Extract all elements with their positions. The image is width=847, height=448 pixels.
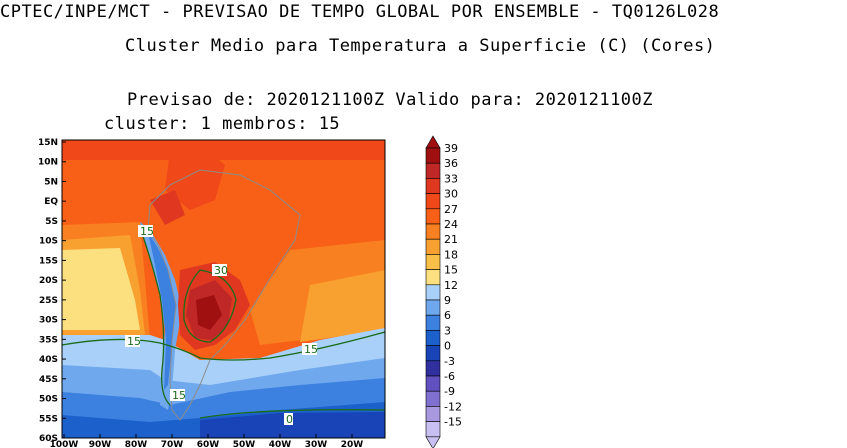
colorbar-swatch: [425, 284, 441, 301]
temperature-map: 15 15 15 15 30 0 15N 10N 5N EQ 5S 10S 15S 20S 25…: [38, 138, 386, 448]
colorbar-label: 6: [444, 309, 451, 322]
colorbar-label: 18: [444, 248, 458, 261]
colorbar-swatch: [425, 345, 441, 362]
colorbar-label: 9: [444, 294, 451, 307]
map-frame: [61, 139, 386, 439]
longitude-label: 20W: [341, 440, 364, 448]
colorbar-swatch: [425, 390, 441, 407]
longitude-label: 80W: [125, 440, 148, 448]
colorbar-swatch: [425, 193, 441, 210]
longitude-label: 70W: [161, 440, 184, 448]
colorbar-swatch: [425, 223, 441, 240]
latitude-label: 45S: [39, 375, 58, 385]
contour-labels: 15 15 15 15 30 0: [125, 225, 318, 426]
colorbar-swatch: [425, 360, 441, 377]
colorbar-swatch: [425, 421, 441, 438]
latitude-label: 35S: [39, 335, 58, 345]
latitude-label: 5S: [45, 217, 58, 227]
colorbar-label: 21: [444, 233, 458, 246]
colorbar-label: 27: [444, 203, 458, 216]
contour-label: 15: [140, 225, 154, 238]
colorbar-label: -15: [444, 416, 462, 429]
colorbar-swatches: [425, 135, 441, 448]
colorbar-label: -9: [444, 385, 455, 398]
colorbar-swatch: [425, 238, 441, 255]
colorbar-swatch: [425, 147, 441, 164]
latitude-label: 30S: [39, 316, 58, 326]
colorbar-bottom-arrow: [425, 436, 441, 448]
colorbar-swatch: [425, 178, 441, 194]
colorbar-swatch: [425, 208, 441, 225]
contour-label: 15: [127, 335, 141, 348]
colorbar-label: 3: [444, 324, 451, 337]
latitude-label: 50S: [39, 395, 58, 405]
title-line-2: Cluster Medio para Temperatura a Superfi…: [125, 36, 716, 56]
colorbar-label: 39: [444, 142, 458, 155]
latitude-label: 15N: [38, 138, 58, 148]
colorbar-label: 12: [444, 279, 458, 292]
colorbar-swatch: [425, 269, 441, 286]
contour-label: 15: [172, 389, 186, 402]
colorbar-swatch: [425, 314, 441, 331]
latitude-label: 10S: [39, 237, 58, 247]
latitude-label: 40S: [39, 355, 58, 365]
colorbar-label: 15: [444, 264, 458, 277]
axis-ticks: [62, 141, 353, 439]
latitude-label: 15S: [39, 256, 58, 266]
latitude-label: EQ: [44, 197, 58, 207]
contour-label: 30: [214, 264, 228, 277]
colorbar-swatch: [425, 375, 441, 392]
contour-label: 15: [304, 343, 318, 356]
title-line-1: CPTEC/INPE/MCT - PREVISAO DE TEMPO GLOBA…: [0, 2, 720, 22]
contour-30: [183, 269, 237, 343]
colorbar-label: -6: [444, 370, 455, 383]
cluster-members-line: cluster: 1 membros: 15: [104, 114, 341, 134]
forecast-valid-line: Previsao de: 2020121100Z Valido para: 20…: [127, 90, 654, 110]
map-field: [62, 140, 385, 438]
colorbar-label: 0: [444, 340, 451, 353]
latitude-labels: 15N 10N 5N EQ 5S 10S 15S 20S 25S 30S 35S 40S 45S 50S 5…: [38, 138, 58, 444]
colorbar-swatch: [425, 406, 441, 422]
longitude-label: 30W: [305, 440, 328, 448]
latitude-label: 5N: [44, 177, 58, 187]
longitude-label: 60W: [197, 440, 220, 448]
contour-label: 0: [286, 413, 293, 426]
colorbar-label: 24: [444, 218, 458, 231]
longitude-label: 40W: [269, 440, 292, 448]
coastline: [147, 169, 301, 421]
colorbar-label: 33: [444, 172, 458, 185]
colorbar-swatch: [425, 299, 441, 316]
colorbar-swatch: [425, 330, 441, 346]
longitude-labels: 100W 90W 80W 70W 60W 50W 40W 30W 20W: [50, 440, 364, 448]
contour-15-andes: [139, 227, 171, 406]
latitude-label: 10N: [38, 158, 58, 168]
latitude-label: 25S: [39, 296, 58, 306]
latitude-label: 20S: [39, 276, 58, 286]
latitude-label: 60S: [39, 434, 58, 444]
colorbar-swatch: [425, 254, 441, 270]
colorbar-label: -3: [444, 355, 455, 368]
contour-0: [199, 409, 386, 419]
colorbar-label: 36: [444, 157, 458, 170]
longitude-label: 50W: [233, 440, 256, 448]
colorbar-label: -12: [444, 400, 462, 413]
colorbar-top-arrow: [425, 135, 441, 149]
longitude-label: 100W: [50, 440, 79, 448]
latitude-label: 55S: [39, 414, 58, 424]
colorbar-swatch: [425, 162, 441, 179]
longitude-label: 90W: [89, 440, 112, 448]
colorbar-label: 30: [444, 188, 458, 201]
